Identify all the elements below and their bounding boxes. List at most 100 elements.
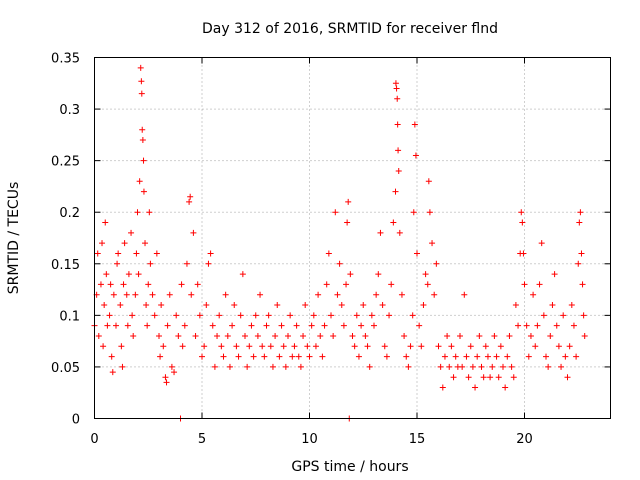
- data-point: [394, 121, 401, 128]
- data-point: [133, 250, 140, 257]
- data-point: [138, 78, 145, 85]
- data-point: [538, 240, 545, 247]
- data-point: [140, 157, 147, 164]
- data-point: [323, 281, 330, 288]
- data-point: [472, 384, 479, 391]
- data-point: [463, 353, 470, 360]
- data-point: [452, 353, 459, 360]
- data-point: [188, 291, 195, 298]
- data-point: [192, 332, 199, 339]
- data-point: [175, 332, 182, 339]
- data-point: [525, 353, 532, 360]
- data-point: [527, 332, 534, 339]
- data-point: [250, 353, 257, 360]
- plot-frame: [94, 57, 611, 419]
- data-point: [553, 322, 560, 329]
- y-axis-label: SRMTID / TECUs: [6, 182, 22, 295]
- data-point: [97, 281, 104, 288]
- data-point: [489, 363, 496, 370]
- data-point: [302, 302, 309, 309]
- y-tick-label: 0.05: [51, 361, 80, 376]
- data-point: [448, 343, 455, 350]
- y-tick-label: 0: [72, 413, 80, 428]
- data-point: [518, 209, 525, 216]
- data-point: [173, 312, 180, 319]
- data-point: [334, 291, 341, 298]
- data-point: [158, 302, 165, 309]
- y-tick-label: 0.25: [51, 155, 80, 170]
- data-point: [317, 332, 324, 339]
- data-point: [439, 384, 446, 391]
- data-point: [211, 363, 218, 370]
- data-point: [118, 343, 125, 350]
- data-point: [478, 363, 485, 370]
- data-point: [183, 260, 190, 267]
- data-point: [519, 219, 526, 226]
- data-point: [235, 353, 242, 360]
- y-tick-label: 0.15: [51, 258, 80, 273]
- data-point: [360, 302, 367, 309]
- data-point: [140, 188, 147, 195]
- data-point: [233, 343, 240, 350]
- data-point: [379, 302, 386, 309]
- data-point: [124, 322, 131, 329]
- data-point: [388, 281, 395, 288]
- data-point: [431, 291, 438, 298]
- data-point: [536, 281, 543, 288]
- data-point: [395, 167, 402, 174]
- data-point: [444, 332, 451, 339]
- data-point: [534, 322, 541, 329]
- data-point: [132, 291, 139, 298]
- data-point: [181, 322, 188, 329]
- data-point: [575, 260, 582, 267]
- data-point: [435, 343, 442, 350]
- data-points: [91, 64, 588, 422]
- data-point: [157, 353, 164, 360]
- x-tick-label: 0: [90, 432, 98, 447]
- data-point: [530, 291, 537, 298]
- data-point: [545, 363, 552, 370]
- data-point: [187, 193, 194, 200]
- data-point: [101, 302, 108, 309]
- data-point: [506, 332, 513, 339]
- x-tick-label: 15: [409, 432, 426, 447]
- data-point: [480, 374, 487, 381]
- data-point: [278, 322, 285, 329]
- data-point: [355, 353, 362, 360]
- data-point: [108, 353, 115, 360]
- data-point: [242, 332, 248, 339]
- data-point: [123, 291, 130, 298]
- data-point: [104, 322, 111, 329]
- data-point: [549, 302, 556, 309]
- data-point: [543, 353, 549, 360]
- data-point: [412, 152, 419, 159]
- data-point: [502, 384, 509, 391]
- data-point: [291, 343, 298, 350]
- data-point: [166, 291, 173, 298]
- x-tick-label: 5: [198, 432, 206, 447]
- data-point: [416, 322, 423, 329]
- data-point: [547, 332, 554, 339]
- data-point: [261, 353, 268, 360]
- data-point: [106, 312, 113, 319]
- data-point: [254, 332, 261, 339]
- data-point: [315, 291, 322, 298]
- data-point: [222, 291, 229, 298]
- data-point: [371, 322, 377, 329]
- data-point: [257, 291, 264, 298]
- data-point: [139, 137, 146, 144]
- data-point: [551, 271, 558, 278]
- data-point: [109, 369, 116, 376]
- data-point: [224, 332, 231, 339]
- data-point: [216, 312, 223, 319]
- chart-title: Day 312 of 2016, SRMTID for receiver fln…: [202, 21, 498, 37]
- data-point: [120, 281, 127, 288]
- data-point: [512, 302, 519, 309]
- data-point: [102, 219, 109, 226]
- data-point: [287, 312, 294, 319]
- data-point: [396, 229, 403, 236]
- data-point: [145, 281, 152, 288]
- data-point: [411, 121, 418, 128]
- data-point: [344, 219, 351, 226]
- data-point: [237, 312, 244, 319]
